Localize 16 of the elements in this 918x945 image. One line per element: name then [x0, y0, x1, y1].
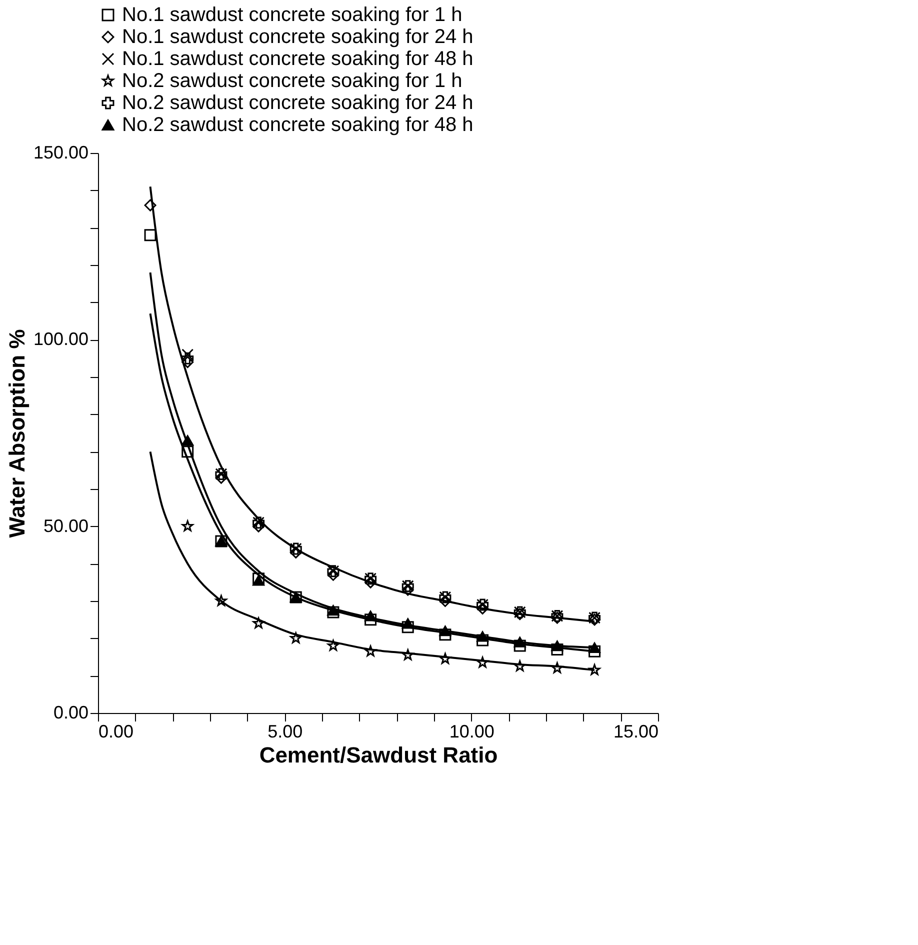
- legend-label: No.1 sawdust concrete soaking for 48 h: [122, 48, 474, 70]
- x-tick-label: 10.00: [449, 722, 494, 742]
- x-axis-title: Cement/Sawdust Ratio: [259, 742, 498, 768]
- legend-label: No.1 sawdust concrete soaking for 24 h: [122, 26, 474, 48]
- legend-label: No.2 sawdust concrete soaking for 1 h: [122, 70, 462, 92]
- legend-label: No.1 sawdust concrete soaking for 1 h: [122, 4, 462, 26]
- y-tick-label: 150.00: [33, 142, 88, 162]
- y-axis-title: Water Absorption %: [4, 329, 30, 538]
- x-tick-label: 0.00: [98, 722, 134, 742]
- x-tick-label: 15.00: [613, 722, 658, 742]
- legend-label: No.2 sawdust concrete soaking for 48 h: [122, 114, 474, 136]
- y-tick-label: 0.00: [53, 702, 88, 722]
- legend-label: No.2 sawdust concrete soaking for 24 h: [122, 92, 474, 114]
- x-tick-label: 5.00: [268, 722, 303, 742]
- y-tick-label: 50.00: [43, 516, 88, 536]
- y-tick-label: 100.00: [33, 329, 88, 350]
